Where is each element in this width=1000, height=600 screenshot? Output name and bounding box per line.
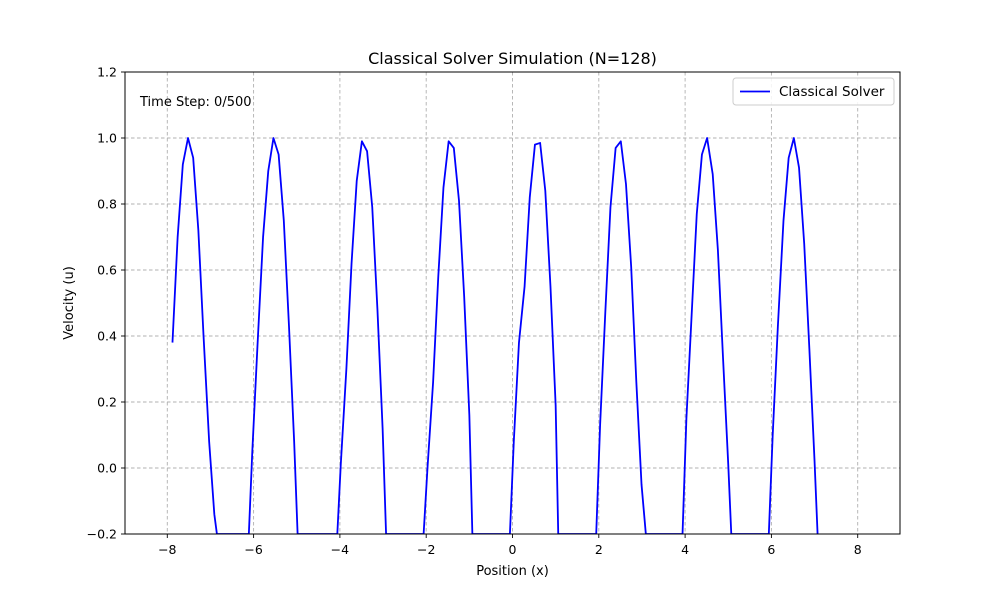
y-tick-label: 0.4 [97, 329, 117, 344]
x-axis-label: Position (x) [476, 564, 549, 579]
legend: Classical Solver [732, 77, 895, 106]
x-tick-label: 2 [595, 542, 603, 557]
y-tick-label: 0.6 [97, 263, 117, 278]
y-tick-label: 0.0 [97, 461, 117, 476]
x-tick-label: −8 [158, 542, 176, 557]
x-tick-label: 0 [509, 542, 517, 557]
time-step-annotation: Time Step: 0/500 [139, 95, 252, 110]
y-tick-label: −0.2 [87, 527, 117, 542]
y-tick-label: 0.8 [97, 197, 117, 212]
y-axis-label: Velocity (u) [62, 266, 77, 340]
y-tick-label: 1.0 [97, 131, 117, 146]
legend-box [732, 77, 895, 106]
x-tick-label: 4 [681, 542, 689, 557]
legend-label: Classical Solver [779, 84, 885, 100]
chart-title: Classical Solver Simulation (N=128) [368, 49, 657, 68]
x-tick-label: −6 [244, 542, 262, 557]
x-tick-label: 6 [767, 542, 775, 557]
x-tick-label: 8 [854, 542, 862, 557]
y-tick-label: 1.2 [97, 65, 117, 80]
series-line-0 [171, 137, 819, 534]
y-tick-label: 0.2 [97, 395, 117, 410]
x-tick-label: −4 [331, 542, 349, 557]
x-tick-label: −2 [417, 542, 435, 557]
